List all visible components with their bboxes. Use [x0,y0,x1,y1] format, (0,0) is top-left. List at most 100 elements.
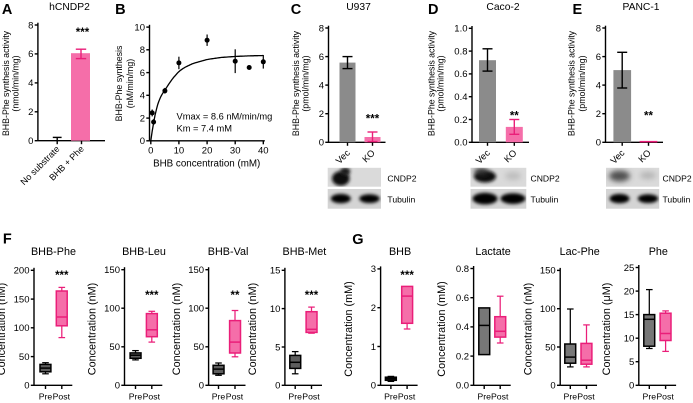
svg-text:4: 4 [596,80,601,91]
svg-text:**: ** [644,111,653,123]
svg-text:Pre: Pre [643,391,657,401]
svg-text:50: 50 [194,342,205,353]
svg-text:Concentration (nM): Concentration (nM) [0,283,8,375]
svg-text:Pre: Pre [39,391,53,401]
svg-text:(nM/min/mg): (nM/min/mg) [125,59,135,108]
svg-text:2: 2 [319,109,324,120]
svg-text:BHB-Phe: BHB-Phe [31,246,76,258]
svg-text:BHB-Phe synthesis: BHB-Phe synthesis [114,45,124,121]
svg-text:***: *** [76,27,90,39]
svg-text:10: 10 [270,304,281,315]
svg-text:0: 0 [28,136,33,147]
svg-text:4: 4 [319,80,324,91]
svg-text:Pre: Pre [212,391,226,401]
svg-text:8: 8 [596,23,601,34]
svg-text:C: C [291,2,302,18]
svg-text:CNDP2: CNDP2 [531,173,560,183]
svg-text:0.0: 0.0 [456,381,469,392]
svg-text:Concentration (mM): Concentration (mM) [436,281,448,376]
svg-text:Caco-2: Caco-2 [486,2,519,13]
svg-text:2: 2 [596,109,601,120]
svg-text:100: 100 [188,304,204,315]
svg-text:5: 5 [629,357,634,368]
svg-text:A: A [2,2,13,18]
svg-text:0: 0 [115,381,120,392]
svg-text:3: 3 [371,264,376,275]
svg-text:Lac-Phe: Lac-Phe [560,246,600,258]
svg-text:0: 0 [148,145,153,156]
svg-text:Vmax = 8.6 nM/min/mg: Vmax = 8.6 nM/min/mg [177,112,273,122]
svg-text:8: 8 [319,23,324,34]
svg-text:B: B [115,2,125,18]
svg-text:BHB-Phe synthesis activity: BHB-Phe synthesis activity [1,30,11,136]
svg-text:***: *** [366,113,380,125]
svg-text:BHB-Phe synthesis activity: BHB-Phe synthesis activity [427,30,437,136]
svg-text:150: 150 [188,265,204,276]
svg-text:Pre: Pre [477,391,491,401]
svg-text:PANC-1: PANC-1 [623,2,660,13]
svg-text:Tubulin: Tubulin [531,195,559,205]
svg-text:150: 150 [540,266,556,277]
svg-text:BHB-Leu: BHB-Leu [122,246,166,258]
svg-text:Concentration (mM): Concentration (mM) [343,281,355,376]
svg-text:Post: Post [302,391,320,401]
svg-text:0.2: 0.2 [456,351,469,362]
svg-text:4: 4 [140,91,145,102]
svg-text:Pre: Pre [384,391,398,401]
svg-text:BHB-Phe synthesis activity: BHB-Phe synthesis activity [291,30,301,136]
svg-text:(nmol/min/mg): (nmol/min/mg) [11,55,21,111]
svg-text:Post: Post [491,391,509,401]
svg-text:0.2: 0.2 [454,115,467,126]
svg-text:Post: Post [577,391,595,401]
svg-text:0.0: 0.0 [454,138,467,149]
svg-text:E: E [573,2,583,18]
svg-text:8: 8 [140,45,145,56]
svg-text:50: 50 [109,342,120,353]
svg-text:10: 10 [174,145,185,156]
svg-text:**: ** [510,111,519,123]
svg-text:0: 0 [550,381,555,392]
svg-text:U937: U937 [346,2,371,13]
svg-text:Tubulin: Tubulin [663,195,691,205]
svg-text:0: 0 [371,381,376,392]
svg-text:Km = 7.4 mM: Km = 7.4 mM [177,124,233,134]
svg-text:20: 20 [202,145,213,156]
svg-text:1: 1 [371,342,376,353]
svg-text:Post: Post [226,391,244,401]
svg-text:Concentration (nM): Concentration (nM) [87,283,99,375]
svg-text:0: 0 [24,381,29,392]
svg-text:Tubulin: Tubulin [387,195,415,205]
svg-text:Pre: Pre [564,391,578,401]
svg-text:Phe: Phe [649,246,668,258]
svg-text:0.6: 0.6 [454,69,467,80]
svg-text:150: 150 [104,265,120,276]
svg-text:0: 0 [629,381,634,392]
svg-text:15: 15 [270,266,281,277]
svg-text:25: 25 [624,263,635,274]
svg-text:0.8: 0.8 [454,46,467,57]
svg-text:BHB-Met: BHB-Met [283,246,327,258]
svg-text:6: 6 [28,49,33,60]
svg-text:Pre: Pre [288,391,302,401]
svg-text:0.6: 0.6 [456,293,469,304]
svg-text:F: F [3,232,12,248]
svg-text:30: 30 [230,145,241,156]
svg-text:200: 200 [14,266,30,277]
svg-text:10: 10 [134,22,145,33]
svg-text:100: 100 [14,323,30,334]
svg-text:150: 150 [14,294,30,305]
svg-text:Concentration (nM): Concentration (nM) [171,283,183,375]
svg-text:50: 50 [545,342,556,353]
svg-text:Post: Post [656,391,674,401]
svg-text:2: 2 [371,303,376,314]
svg-text:CNDP2: CNDP2 [387,173,416,183]
svg-text:Pre: Pre [129,391,143,401]
svg-text:0: 0 [275,381,280,392]
svg-text:(pmol/min/mg): (pmol/min/mg) [301,55,311,111]
svg-text:G: G [352,232,363,248]
svg-text:0: 0 [199,381,204,392]
svg-text:BHB-Val: BHB-Val [208,246,249,258]
svg-text:(pmol/min/mg): (pmol/min/mg) [436,55,446,111]
svg-text:4: 4 [28,78,33,89]
svg-text:40: 40 [258,145,269,156]
